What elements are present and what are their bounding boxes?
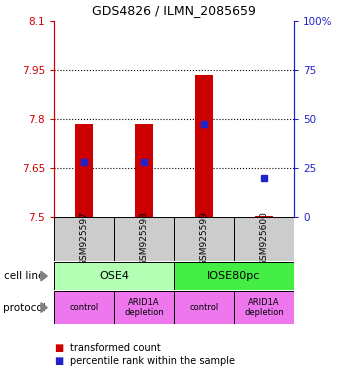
Text: ■: ■: [54, 356, 63, 366]
Text: transformed count: transformed count: [70, 343, 161, 353]
Bar: [54, 262, 174, 290]
Text: control: control: [189, 303, 219, 312]
Bar: [234, 291, 294, 324]
Bar: [75, 124, 93, 217]
Text: IOSE80pc: IOSE80pc: [207, 271, 261, 281]
Bar: [135, 124, 153, 217]
Bar: [255, 216, 273, 217]
Bar: [174, 262, 294, 290]
Text: ARID1A
depletion: ARID1A depletion: [124, 298, 164, 317]
Text: GSM925597: GSM925597: [80, 212, 89, 266]
Text: percentile rank within the sample: percentile rank within the sample: [70, 356, 235, 366]
Text: ARID1A
depletion: ARID1A depletion: [244, 298, 284, 317]
Bar: [174, 217, 234, 261]
Bar: [114, 291, 174, 324]
Text: ■: ■: [54, 343, 63, 353]
Bar: [114, 217, 174, 261]
Text: GSM925599: GSM925599: [199, 212, 209, 266]
Text: cell line: cell line: [4, 271, 44, 281]
Title: GDS4826 / ILMN_2085659: GDS4826 / ILMN_2085659: [92, 4, 256, 17]
Text: control: control: [70, 303, 99, 312]
Text: GSM925598: GSM925598: [140, 212, 149, 266]
Bar: [54, 217, 114, 261]
Text: GSM925600: GSM925600: [260, 212, 268, 266]
Bar: [54, 291, 114, 324]
Bar: [174, 291, 234, 324]
Bar: [234, 217, 294, 261]
Bar: [195, 75, 213, 217]
Text: OSE4: OSE4: [99, 271, 129, 281]
Text: protocol: protocol: [4, 303, 46, 313]
